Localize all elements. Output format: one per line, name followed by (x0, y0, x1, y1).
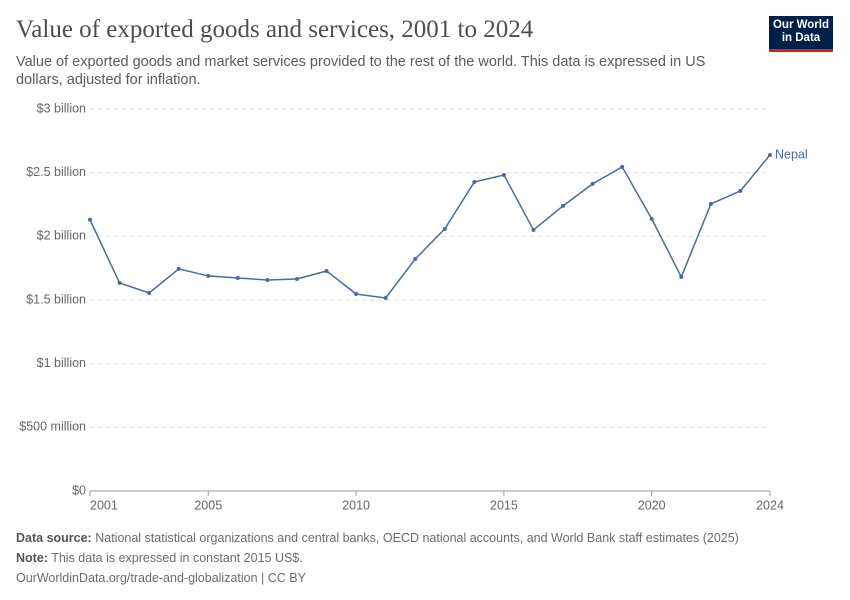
y-tick-label: $2 billion (37, 229, 86, 243)
x-tick-label: 2001 (90, 498, 118, 512)
y-tick-label: $0 (72, 483, 86, 497)
source-label: Data source: (16, 531, 92, 545)
chart-subtitle: Value of exported goods and market servi… (16, 54, 706, 88)
x-tick-label: 2005 (194, 498, 222, 512)
data-point (738, 188, 743, 193)
data-point (147, 290, 152, 295)
chart-title: Value of exported goods and services, 20… (16, 16, 534, 43)
series-line (89, 154, 771, 299)
data-point (442, 226, 447, 231)
source-line: Data source: National statistical organi… (16, 528, 739, 548)
footer: Data source: National statistical organi… (16, 528, 739, 588)
data-point (649, 216, 654, 221)
data-point (294, 276, 299, 281)
data-point (235, 275, 240, 280)
data-point (472, 179, 477, 184)
y-tick-label: $1 billion (37, 356, 86, 370)
data-point (265, 278, 270, 283)
license[interactable]: OurWorldinData.org/trade-and-globalizati… (16, 571, 306, 585)
data-point (561, 203, 566, 208)
note-label: Note: (16, 551, 48, 565)
data-point (206, 273, 211, 278)
y-tick-label: $1.5 billion (26, 292, 86, 306)
data-point (88, 217, 92, 222)
data-point (176, 266, 181, 271)
logo-line: Our World (772, 19, 829, 31)
data-point (620, 164, 625, 169)
logo-line: in Data (781, 32, 821, 44)
y-tick-label: $500 million (19, 420, 86, 434)
data-point (708, 201, 713, 206)
x-tick-label: 2024 (756, 498, 784, 512)
x-tick-label: 2010 (342, 498, 370, 512)
data-point (117, 280, 122, 285)
y-tick-label: $3 billion (37, 101, 86, 115)
data-point (501, 172, 506, 177)
source: National statistical organizations and c… (95, 531, 739, 545)
note-line: Note: This data is expressed in constant… (16, 548, 739, 568)
data-point (413, 256, 418, 261)
data-point (590, 181, 595, 186)
data-point (354, 292, 359, 297)
series-label: Nepal (775, 147, 808, 161)
data-point (679, 274, 684, 279)
data-point (768, 152, 772, 157)
data-point (531, 227, 536, 232)
chart: $0 $500 million $1 billion $1.5 billion $2 b… (19, 101, 808, 512)
logo[interactable]: Our World in Data (769, 16, 833, 52)
x-tick-label: 2020 (638, 498, 666, 512)
note: This data is expressed in constant 2015 … (51, 551, 303, 565)
x-tick-label: 2015 (490, 498, 518, 512)
data-point (324, 268, 329, 273)
data-point (383, 295, 388, 300)
y-tick-label: $2.5 billion (26, 165, 86, 179)
